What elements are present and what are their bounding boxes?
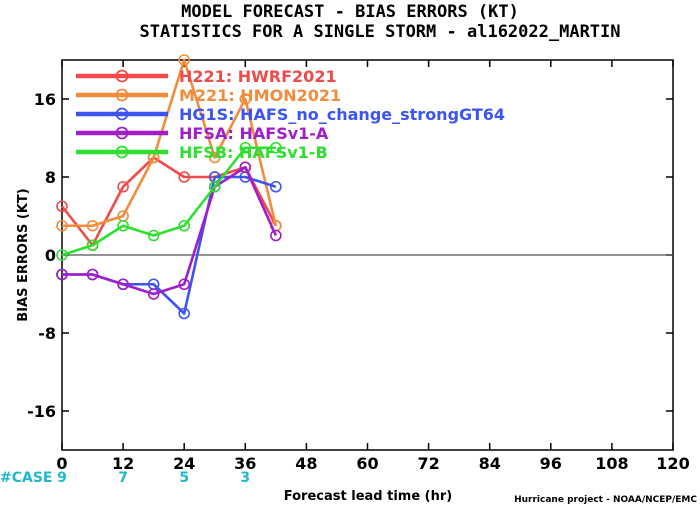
legend-label: HFSA: HAFSv1-A — [179, 124, 329, 143]
data-point — [86, 239, 99, 252]
data-point — [117, 180, 129, 193]
data-point — [56, 268, 68, 281]
case-count: 5 — [179, 470, 189, 486]
data-point — [147, 229, 160, 242]
data-point — [178, 278, 190, 291]
legend-label: M221: HMON2021 — [179, 86, 341, 105]
data-point — [178, 307, 190, 320]
y-axis-label: BIAS ERRORS (KT) — [16, 188, 31, 321]
legend-item-3: HG1S: HAFS_no_change_strongGT64 — [76, 105, 505, 124]
x-tick-label: 0 — [56, 454, 67, 473]
x-tick-label: 72 — [417, 454, 439, 473]
data-point — [147, 288, 160, 300]
credit-text: Hurricane project - NOAA/NCEP/EMC — [514, 495, 697, 505]
legend-label: HFSB: HAFSv1-B — [179, 143, 328, 162]
x-tick-label: 84 — [479, 454, 501, 473]
legend-marker — [115, 126, 129, 140]
case-count: 3 — [240, 470, 250, 486]
series-4 — [56, 161, 282, 300]
data-point — [56, 200, 68, 213]
x-axis-label: Forecast lead time (hr) — [284, 489, 452, 504]
data-point — [178, 171, 190, 183]
x-tick-label: 36 — [234, 454, 256, 473]
data-point — [239, 93, 252, 105]
legend-item-1: H221: HWRF2021 — [76, 67, 337, 86]
data-point — [239, 161, 252, 174]
y-tick-label: -8 — [38, 324, 56, 343]
x-tick-label: 24 — [173, 454, 195, 473]
x-tick-label: 48 — [295, 454, 317, 473]
series-1 — [56, 151, 282, 252]
x-tick-label: 60 — [356, 454, 378, 473]
data-point — [117, 278, 129, 291]
legend-marker — [115, 107, 129, 121]
data-point — [208, 151, 221, 164]
data-point — [86, 219, 99, 232]
y-tick-label: 0 — [45, 246, 56, 265]
series-line — [61, 146, 276, 257]
data-point — [270, 180, 282, 193]
legend-item-5: HFSB: HAFSv1-B — [76, 143, 328, 162]
x-tick-label: 96 — [540, 454, 562, 473]
data-point — [56, 219, 68, 232]
y-tick-label: 8 — [45, 168, 56, 187]
legend-marker — [115, 88, 129, 102]
x-tick-label: 120 — [656, 454, 689, 473]
x-tick-label: 108 — [595, 454, 628, 473]
legend-item-2: M221: HMON2021 — [76, 86, 341, 105]
legend-marker — [115, 69, 129, 83]
data-point — [178, 54, 190, 66]
chart-subtitle: STATISTICS FOR A SINGLE STORM - al162022… — [139, 22, 620, 42]
data-point — [117, 219, 129, 232]
series-5 — [56, 141, 282, 261]
case-count: 7 — [118, 470, 128, 486]
data-point — [270, 229, 282, 242]
case-label: #CASE — [0, 470, 53, 486]
data-point — [178, 219, 190, 232]
legend-marker — [115, 145, 129, 159]
y-tick-label: 16 — [34, 90, 56, 109]
data-point — [270, 141, 282, 154]
chart-title: MODEL FORECAST - BIAS ERRORS (KT) — [181, 2, 519, 22]
y-tick-label: -16 — [27, 402, 56, 421]
data-point — [239, 141, 252, 154]
x-tick-label: 12 — [112, 454, 134, 473]
series-line — [60, 156, 278, 247]
case-count: 9 — [57, 470, 67, 486]
data-point — [86, 268, 99, 281]
data-point — [208, 180, 221, 193]
legend-label: HG1S: HAFS_no_change_strongGT64 — [179, 105, 505, 124]
legend-label: H221: HWRF2021 — [179, 67, 337, 86]
data-point — [56, 249, 68, 261]
legend-item-4: HFSA: HAFSv1-A — [76, 124, 329, 143]
